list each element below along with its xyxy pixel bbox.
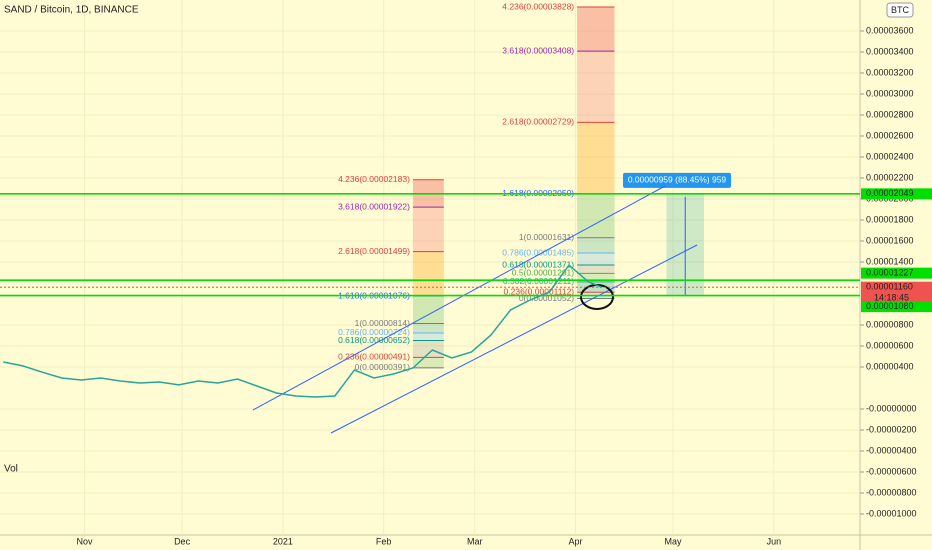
fib-label: 2.618(0.00002729): [502, 117, 574, 127]
fib-band: [412, 357, 444, 368]
y-tick-label: -0.00000600: [866, 466, 917, 476]
measure-label-box: [623, 172, 731, 188]
fib-label: 0(0.00000391): [355, 362, 410, 372]
fib-label: 4.236(0.00002183): [338, 174, 410, 184]
fib-label: 0(0.00001052): [519, 293, 574, 303]
fib-band: [577, 237, 615, 254]
y-tick-label: 0.00003200: [866, 67, 914, 77]
y-tick-label: 0.00000800: [866, 319, 914, 329]
fib-band: [412, 323, 444, 333]
y-tick-label: 0.00002600: [866, 130, 914, 140]
fib-label: 0.618(0.00000652): [338, 335, 410, 345]
fib-band: [412, 207, 444, 252]
y-tick-label: 0.00002200: [866, 172, 914, 182]
fib-band: [577, 281, 615, 293]
fib-label: 1(0.00000814): [355, 318, 410, 328]
x-tick-label: 2021: [273, 536, 293, 546]
y-tick-label: -0.00000000: [866, 403, 917, 413]
fib-label: 0.618(0.00001371): [502, 259, 574, 269]
currency-badge[interactable]: [886, 2, 914, 18]
y-tick-label: 0.00003600: [866, 25, 914, 35]
fib-band: [577, 51, 615, 123]
fib-label: 3.618(0.00003408): [502, 45, 574, 55]
x-tick-label: Apr: [568, 536, 582, 546]
fib-label: 0.786(0.00000724): [338, 327, 410, 337]
y-tick-label: -0.00000400: [866, 445, 917, 455]
x-tick-label: Mar: [467, 536, 483, 546]
y-tick-label: 0.00001600: [866, 235, 914, 245]
fib-band: [577, 265, 615, 274]
fib-label: 0.236(0.00001112): [504, 286, 575, 296]
fib-band: [412, 332, 444, 341]
price-label: 0.00001160: [866, 282, 913, 292]
price-label: 0.00002049: [866, 188, 914, 198]
fib-label: 2.618(0.00001499): [338, 246, 410, 256]
channel-upper[interactable]: [252, 185, 666, 411]
volume-label: Vol: [4, 464, 18, 475]
fib-label: 0.236(0.00000491): [338, 352, 410, 362]
x-tick-label: May: [665, 536, 683, 546]
fib-label: 1(0.00001631): [519, 232, 574, 242]
price-label-box: [861, 301, 932, 313]
fib-label: 0.382(0.00001211): [503, 276, 574, 286]
fib-label: 0.786(0.00001485): [502, 247, 574, 257]
y-tick-label: 0.00003000: [866, 88, 914, 98]
fib-label: 3.618(0.00001922): [338, 201, 410, 211]
y-tick-label: 0.00001400: [866, 256, 914, 266]
fib-label: 4.236(0.00003828): [502, 1, 574, 11]
fib-label: 0.5(0.00001291): [512, 268, 575, 278]
price-label-box: [861, 188, 932, 200]
measure-label: 0.00000959 (88.45%) 959: [628, 175, 727, 185]
fib-label: 1.618(0.00002050): [502, 188, 574, 198]
fib-band: [577, 122, 615, 194]
y-tick-label: 0.00003400: [866, 46, 914, 56]
fib-band: [577, 253, 615, 266]
y-tick-label: -0.00001000: [866, 508, 917, 518]
currency-label[interactable]: BTC: [891, 5, 910, 15]
x-tick-label: Nov: [77, 536, 94, 546]
y-tick-label: 0.00000400: [866, 361, 914, 371]
channel-lower[interactable]: [330, 244, 698, 434]
fib-band: [577, 7, 615, 52]
price-line-series: [3, 263, 602, 398]
price-label-box: [861, 281, 932, 304]
x-tick-label: Dec: [174, 536, 191, 546]
x-tick-label: Jun: [767, 536, 782, 546]
price-label: 0.00001080: [866, 301, 914, 311]
x-tick-label: Feb: [376, 536, 392, 546]
y-tick-label: 0.00002800: [866, 109, 914, 119]
fib-band: [412, 340, 444, 358]
price-label: 0.00001227: [866, 268, 914, 278]
y-tick-label: -0.00000800: [866, 487, 917, 497]
plot-background: [0, 0, 860, 535]
fib-band: [577, 273, 615, 282]
fib-band: [412, 251, 444, 297]
countdown-label: 14:18:45: [874, 293, 909, 303]
symbol-title: SAND / Bitcoin, 1D, BINANCE: [4, 5, 139, 16]
y-tick-label: 0.00002400: [866, 151, 914, 161]
price-label-box: [861, 267, 932, 279]
y-tick-label: 0.00001800: [866, 214, 914, 224]
y-tick-label: -0.00000200: [866, 424, 917, 434]
fib-band: [412, 296, 444, 324]
y-tick-label: 0.00000600: [866, 340, 914, 350]
